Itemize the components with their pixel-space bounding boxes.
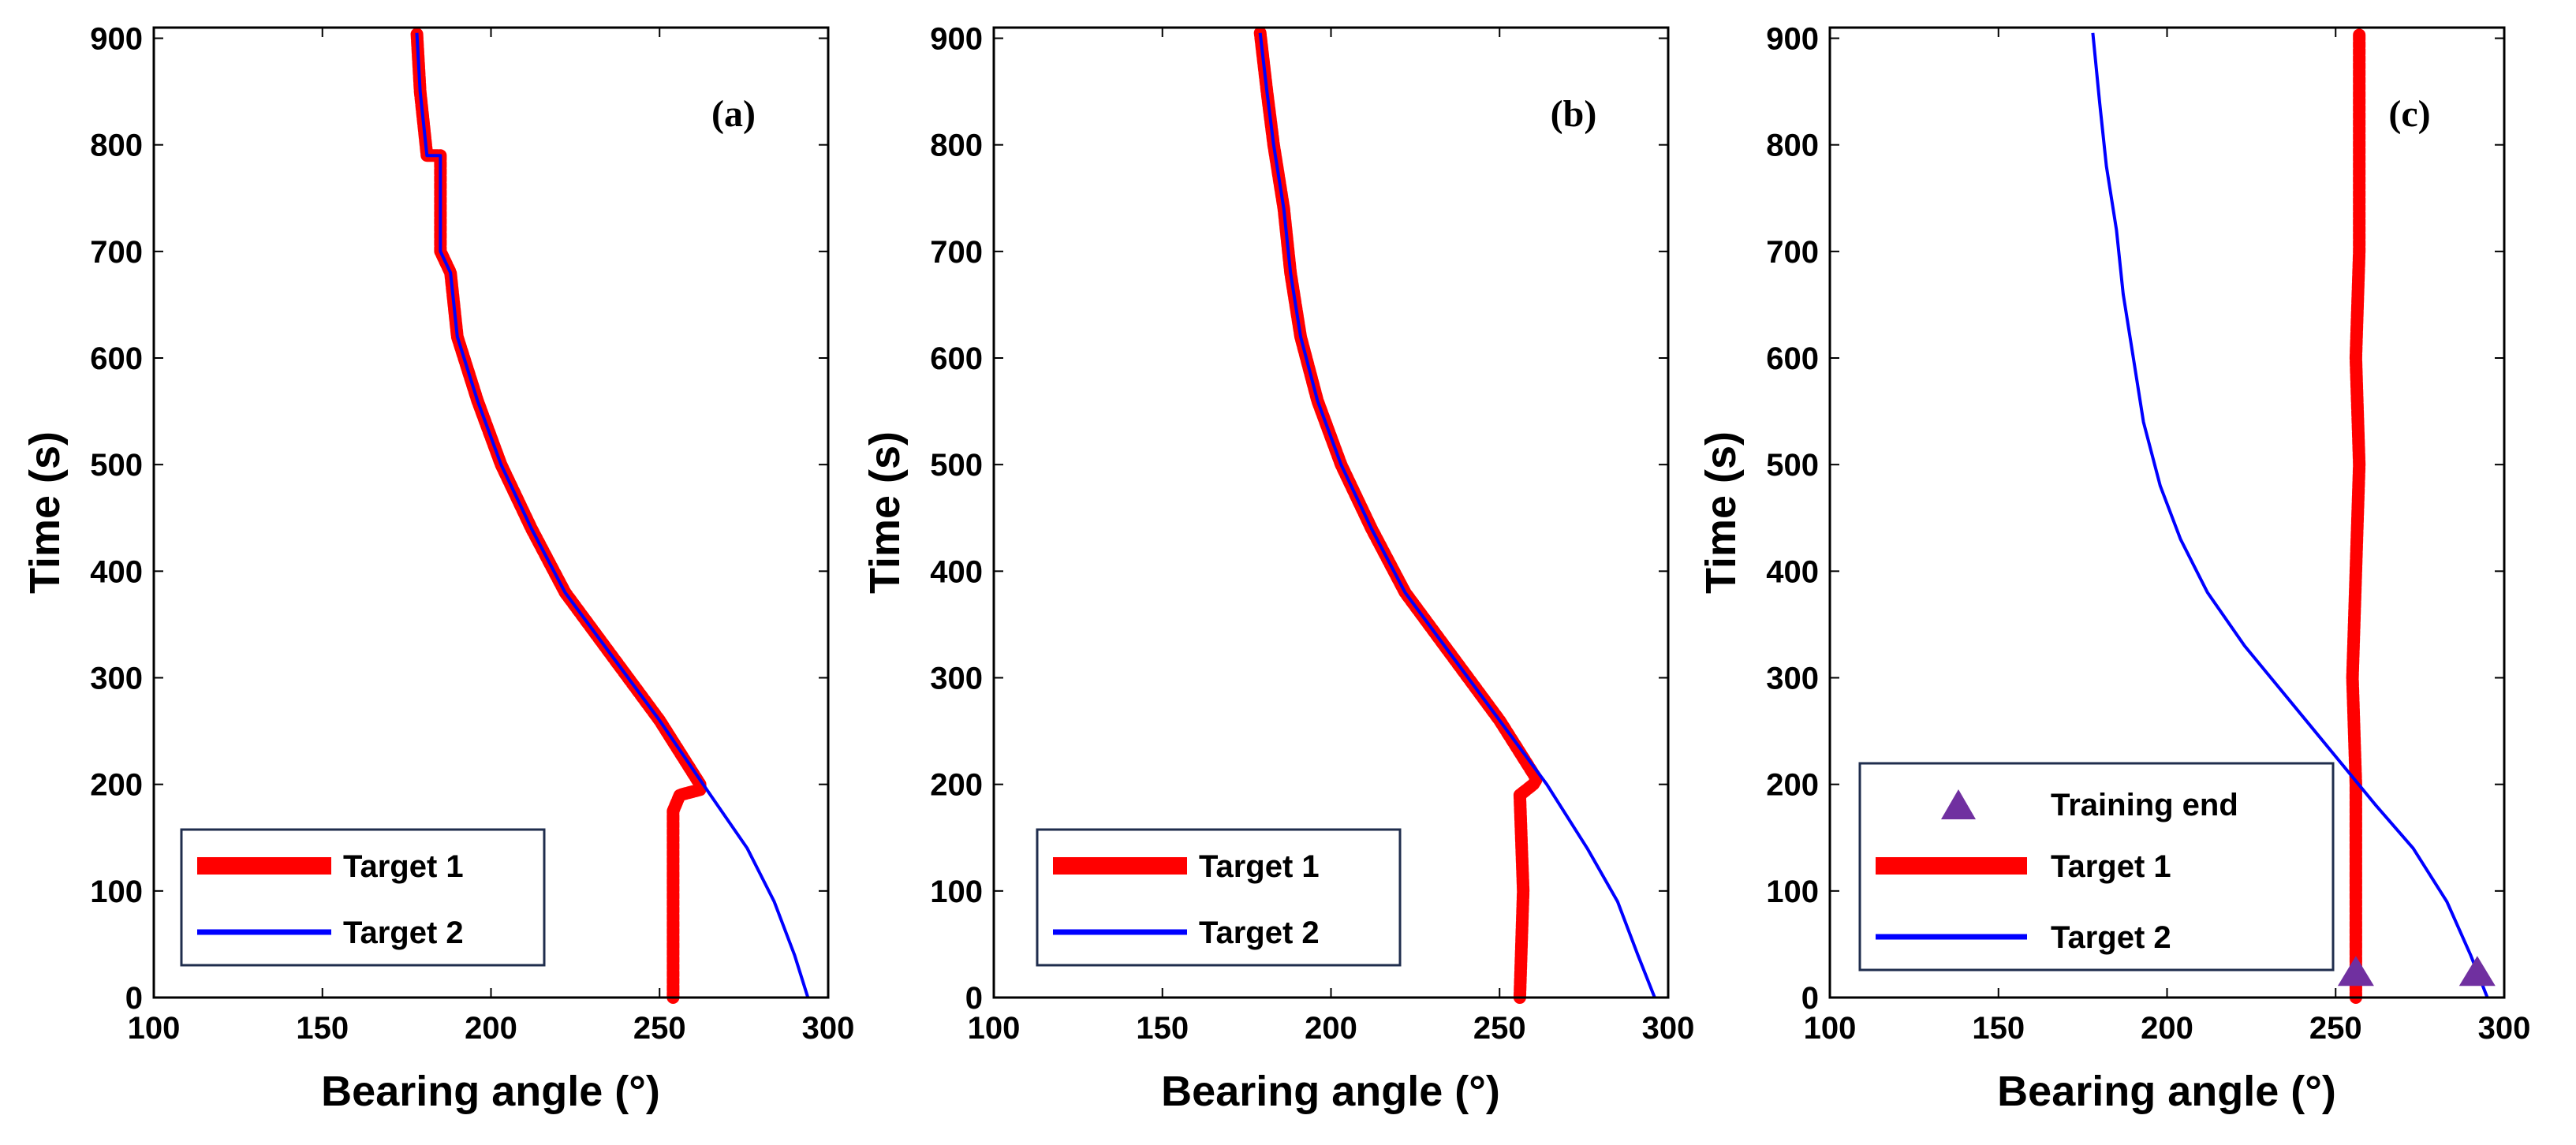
x-tick-label: 100	[968, 1011, 1021, 1046]
x-tick-label: 200	[1305, 1011, 1357, 1046]
y-tick-label: 700	[1766, 235, 1819, 270]
legend-box	[1036, 828, 1402, 967]
y-tick-label: 600	[1766, 341, 1819, 376]
y-tick-label: 0	[965, 981, 983, 1016]
y-tick-label: 800	[90, 129, 143, 163]
series-training-end-marker	[2458, 956, 2496, 986]
x-tick-label: 300	[802, 1011, 855, 1046]
series-training-end-marker	[2337, 956, 2374, 986]
legend-box	[180, 828, 546, 967]
panel-label-c: (c)	[2388, 93, 2430, 135]
series-target-1-line	[2346, 26, 2366, 1004]
y-tick-label: 800	[930, 129, 983, 163]
x-tick-label: 250	[2309, 1011, 2362, 1046]
y-tick-label: 700	[930, 235, 983, 270]
y-tick-label: 200	[90, 768, 143, 803]
legend: Target 1 Target 2	[180, 828, 546, 967]
y-tick-label: 100	[930, 875, 983, 909]
legend-label-target-2: Target 2	[343, 916, 464, 950]
series-target-2-line	[415, 32, 810, 998]
x-tick-label: 300	[1642, 1011, 1695, 1046]
x-tick-label: 300	[2478, 1011, 2531, 1046]
y-tick-label: 500	[90, 448, 143, 483]
legend-marker-training-end	[1941, 789, 1976, 819]
y-tick-label: 500	[930, 448, 983, 483]
y-tick-label: 900	[90, 22, 143, 57]
y-tick-label: 0	[1801, 981, 1819, 1016]
y-tick-label: 600	[90, 341, 143, 376]
y-tick-label: 300	[930, 662, 983, 696]
legend-label-training-end: Training end	[2051, 788, 2238, 822]
panel-a: 100 150 200 250 3000100200300400500600700800…	[21, 22, 854, 1115]
y-tick-label: 400	[930, 554, 983, 589]
x-tick-label: 250	[1473, 1011, 1526, 1046]
x-tick-label: 250	[633, 1011, 686, 1046]
panel-label-a: (a)	[711, 93, 756, 135]
y-tick-label: 400	[90, 554, 143, 589]
legend: Training end Target 1 Target 2	[1858, 762, 2335, 972]
y-tick-label: 200	[1766, 768, 1819, 803]
x-axis-label: Bearing angle (°)	[1161, 1068, 1500, 1115]
y-tick-label: 600	[930, 341, 983, 376]
y-tick-label: 900	[930, 22, 983, 57]
legend-label-target-2: Target 2	[1199, 916, 1320, 950]
legend: Target 1 Target 2	[1036, 828, 1402, 967]
x-tick-label: 200	[465, 1011, 517, 1046]
y-tick-label: 300	[90, 662, 143, 696]
y-tick-label: 200	[930, 768, 983, 803]
y-axis-label: Time (s)	[1697, 431, 1745, 594]
series-target-2-line	[2091, 32, 2489, 998]
legend-label-target-1: Target 1	[2051, 849, 2171, 884]
x-tick-label: 150	[1136, 1011, 1189, 1046]
x-tick-label: 100	[128, 1011, 181, 1046]
y-tick-label: 100	[1766, 875, 1819, 909]
x-tick-label: 200	[2141, 1011, 2193, 1046]
legend-label-target-2: Target 2	[2051, 920, 2171, 955]
panel-c: 100 150 200 250 3000100200300400500600700800…	[1697, 22, 2530, 1115]
y-tick-label: 900	[1766, 22, 1819, 57]
y-axis-label: Time (s)	[21, 431, 69, 594]
x-tick-label: 100	[1804, 1011, 1857, 1046]
x-axis-label: Bearing angle (°)	[321, 1068, 660, 1115]
panel-label-b: (b)	[1551, 93, 1597, 135]
y-axis-label: Time (s)	[861, 431, 909, 594]
series-target-2-line	[1258, 32, 1656, 998]
panel-b: 100 150 200 250 3000100200300400500600700800…	[861, 22, 1694, 1115]
y-tick-label: 100	[90, 875, 143, 909]
y-tick-label: 800	[1766, 129, 1819, 163]
legend-label-target-1: Target 1	[1199, 849, 1320, 884]
y-tick-label: 400	[1766, 554, 1819, 589]
x-tick-label: 150	[1972, 1011, 2025, 1046]
x-tick-label: 150	[296, 1011, 349, 1046]
y-tick-label: 0	[125, 981, 143, 1016]
legend-label-target-1: Target 1	[343, 849, 464, 884]
y-tick-label: 700	[90, 235, 143, 270]
x-axis-label: Bearing angle (°)	[1997, 1068, 2336, 1115]
y-tick-label: 300	[1766, 662, 1819, 696]
y-tick-label: 500	[1766, 448, 1819, 483]
